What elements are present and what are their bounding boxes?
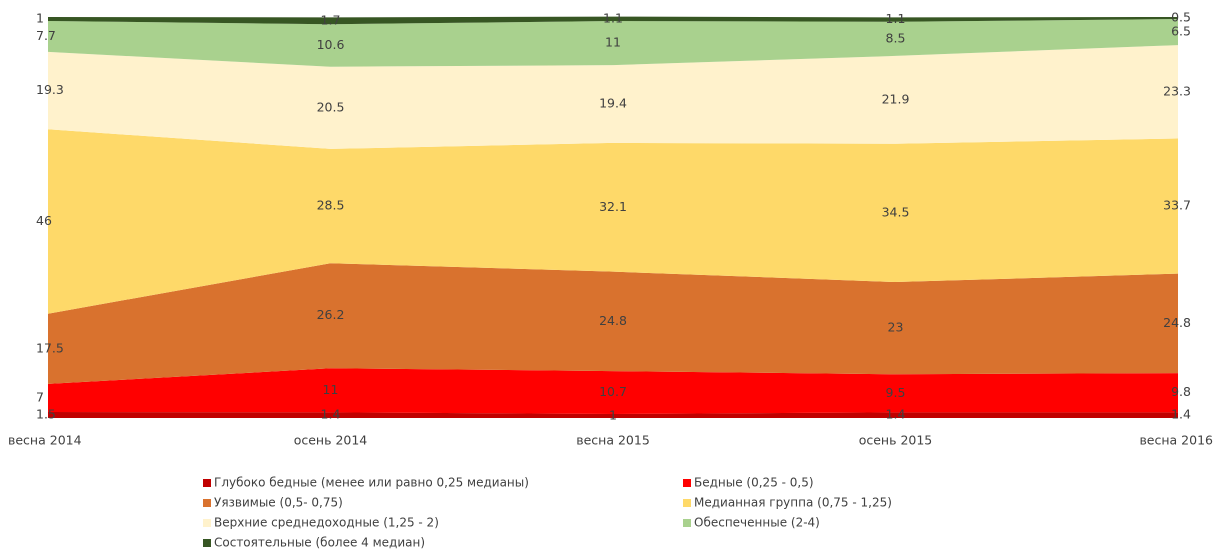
area <box>48 368 1178 414</box>
data-label: 24.8 <box>1163 315 1191 330</box>
legend-swatch <box>203 519 211 527</box>
legend-label: Бедные (0,25 - 0,5) <box>694 476 814 490</box>
area <box>48 16 1178 25</box>
x-tick-label: осень 2014 <box>294 433 368 448</box>
data-label: 9.5 <box>886 385 906 400</box>
data-label: 20.5 <box>317 99 345 114</box>
data-label: 1.1 <box>603 10 623 25</box>
data-label: 1.7 <box>321 12 341 27</box>
legend-label: Уязвимые (0,5- 0,75) <box>214 496 343 510</box>
data-label: 1.5 <box>36 406 56 421</box>
data-label: 10.6 <box>317 37 345 52</box>
legend-label: Глубоко бедные (менее или равно 0,25 мед… <box>214 476 529 490</box>
data-label: 32.1 <box>599 199 627 214</box>
data-label: 28.5 <box>317 198 345 213</box>
x-tick-label: весна 2016 <box>1139 433 1213 448</box>
legend-swatch <box>683 479 691 487</box>
data-label: 10.7 <box>599 384 627 399</box>
data-label: 24.8 <box>599 313 627 328</box>
data-label: 19.3 <box>36 82 64 97</box>
area <box>48 19 1178 67</box>
x-tick-label: весна 2015 <box>576 433 650 448</box>
data-label: 11 <box>323 382 339 397</box>
data-label: 1 <box>36 11 44 26</box>
data-label: 8.5 <box>886 30 906 45</box>
data-label: 46 <box>36 213 52 228</box>
data-label: 9.8 <box>1171 384 1191 399</box>
data-label: 7.7 <box>36 28 56 43</box>
area <box>48 129 1178 314</box>
data-label: 1.1 <box>886 11 906 26</box>
data-label: 1.4 <box>886 407 906 422</box>
area <box>48 45 1178 149</box>
legend-swatch <box>203 499 211 507</box>
legend-label: Медианная группа (0,75 - 1,25) <box>694 496 892 510</box>
x-tick-label: осень 2015 <box>859 433 933 448</box>
legend-label: Состоятельные (более 4 медиан) <box>214 536 425 550</box>
data-label: 26.2 <box>317 307 345 322</box>
data-label: 33.7 <box>1163 198 1191 213</box>
data-label: 34.5 <box>882 204 910 219</box>
data-label: 23.3 <box>1163 83 1191 98</box>
area <box>48 411 1178 418</box>
x-tick-label: весна 2014 <box>8 433 82 448</box>
legend-swatch <box>203 539 211 547</box>
data-label: 17.5 <box>36 340 64 355</box>
data-label: 23 <box>888 320 904 335</box>
data-label: 6.5 <box>1171 24 1191 39</box>
legend-swatch <box>683 499 691 507</box>
legend-swatch <box>203 479 211 487</box>
data-label: 7 <box>36 389 44 404</box>
legend-swatch <box>683 519 691 527</box>
data-label: 1.4 <box>321 407 341 422</box>
data-label: 1 <box>609 407 617 422</box>
data-label: 11 <box>605 35 621 50</box>
data-label: 21.9 <box>882 91 910 106</box>
data-label: 1.4 <box>1171 407 1191 422</box>
legend-label: Обеспеченные (2-4) <box>694 516 820 530</box>
data-label: 19.4 <box>599 96 627 111</box>
area <box>48 263 1178 384</box>
legend-label: Верхние среднедоходные (1,25 - 2) <box>214 516 439 530</box>
data-label: 0.5 <box>1171 10 1191 25</box>
